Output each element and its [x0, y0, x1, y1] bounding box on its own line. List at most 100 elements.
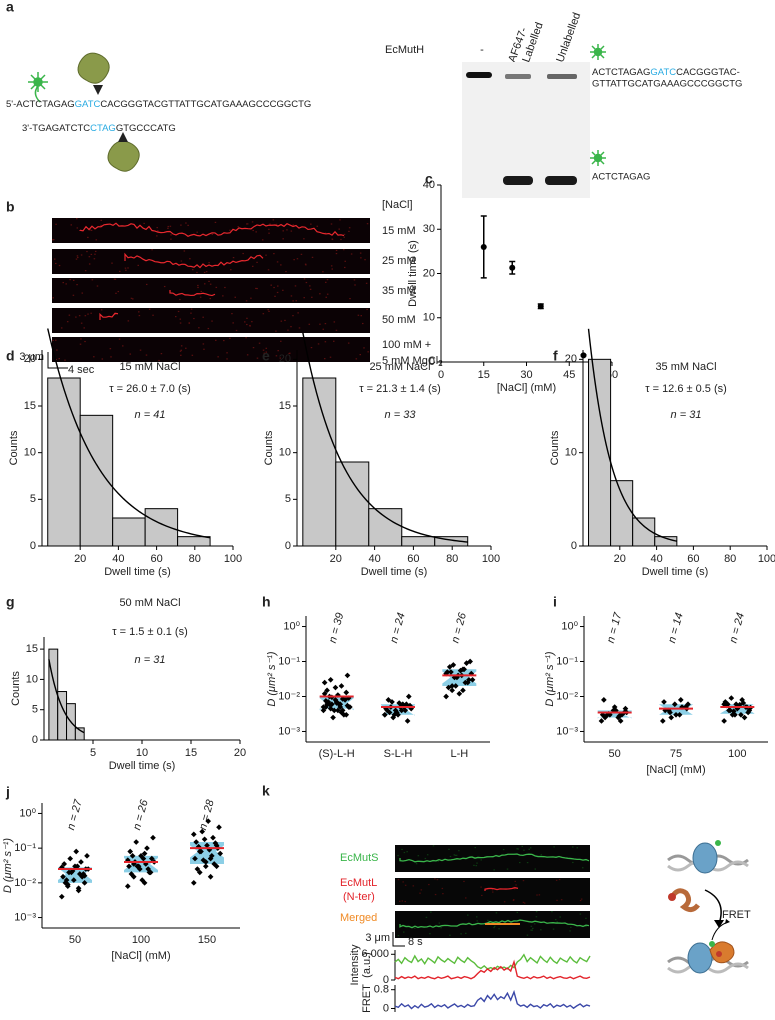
kymo-noise [463, 880, 465, 883]
kymo-noise [273, 286, 275, 289]
fit-label: τ = 1.5 ± 0.1 (s) [112, 626, 188, 638]
y-tick-label: 10⁻² [14, 877, 36, 889]
kymo-noise [553, 846, 555, 848]
point [74, 863, 81, 870]
x-axis-label: [NaCl] (mM) [111, 950, 170, 962]
kymo-noise [62, 281, 64, 284]
kymo-noise [516, 848, 518, 850]
y-tick-label: 0 [30, 540, 36, 552]
kymo-noise [58, 357, 60, 360]
point [677, 697, 684, 703]
kymo-noise [415, 863, 418, 865]
kymo-noise [117, 290, 120, 293]
kymo-noise [343, 249, 345, 251]
kymo-row [52, 278, 370, 303]
kymo-noise [360, 257, 362, 259]
kymo-noise [58, 264, 61, 267]
kymo-noise [453, 854, 456, 856]
kymo-noise [163, 285, 166, 288]
scale-label: 3 μm [365, 932, 390, 944]
kymo-noise [167, 227, 169, 229]
kymo-noise [580, 898, 583, 900]
kymo-noise [397, 854, 399, 857]
kymo-noise [503, 901, 506, 903]
kymo-noise [180, 345, 183, 347]
kymo-noise [234, 296, 237, 298]
kymo-noise [319, 293, 321, 295]
kymo-noise [335, 329, 338, 331]
kymo-noise [252, 347, 255, 349]
point [667, 709, 673, 716]
y-tick-label: 10⁻¹ [278, 655, 300, 667]
kymo-trace [124, 252, 264, 269]
point [60, 873, 66, 880]
kymo-noise [348, 230, 350, 233]
point [446, 664, 453, 670]
kymo-noise [113, 278, 116, 280]
kymo-noise [403, 851, 406, 854]
kymo-noise [262, 313, 265, 315]
bar [177, 536, 211, 547]
kymo-noise [354, 284, 356, 286]
scale-bar [392, 932, 405, 947]
kymo-noise [432, 845, 435, 847]
x-tick-label: 50 [69, 934, 81, 946]
kymo-noise [208, 280, 210, 283]
kymo-noise [530, 925, 533, 927]
point [469, 676, 476, 683]
row-label: 50 mM [382, 314, 416, 326]
kymo-noise [199, 296, 202, 298]
kymo-noise [458, 850, 460, 852]
kymo-noise [401, 900, 404, 902]
x-tick-label: 15 [478, 369, 490, 381]
point [659, 718, 666, 724]
x-tick-label: 100 [132, 934, 150, 946]
y-tick-label: 5 [30, 493, 36, 505]
kymo-noise [304, 263, 307, 265]
kymo-noise [80, 338, 82, 340]
kymo-noise [325, 281, 327, 283]
x-tick-label: 80 [724, 553, 736, 565]
kymo-noise [84, 270, 87, 272]
kymo-noise [211, 233, 214, 236]
point [207, 873, 214, 880]
n-label: n = 14 [666, 612, 686, 645]
kymo-noise [118, 338, 121, 340]
point [460, 666, 466, 673]
point [338, 683, 345, 689]
kymo-noise [75, 258, 78, 260]
kymo-noise [251, 221, 254, 223]
kymo-noise [79, 343, 82, 345]
kymo-noise [94, 253, 96, 255]
kymo-noise [366, 223, 369, 225]
point [460, 687, 466, 694]
kymo-noise [480, 859, 482, 861]
y-tick-label: 10⁻³ [556, 725, 578, 737]
kymo-noise [246, 317, 248, 319]
x-tick-label: 20 [74, 553, 86, 565]
point [126, 863, 132, 870]
kymo-noise [585, 925, 587, 928]
point [335, 707, 341, 714]
kymo-noise [180, 349, 183, 351]
kymo-noise [316, 225, 319, 227]
n-label: n = 31 [135, 654, 166, 666]
x-tick-label: 80 [189, 553, 201, 565]
point [124, 883, 131, 890]
point [509, 264, 516, 271]
point [196, 848, 203, 855]
kymo-noise [64, 359, 66, 361]
kymo-noise [115, 292, 117, 294]
kymo-noise [83, 327, 85, 329]
kymo-noise [305, 281, 308, 284]
kymo-noise [290, 326, 292, 328]
x-axis-label: Dwell time (s) [104, 566, 171, 578]
kymo-noise [188, 322, 190, 324]
kymo-noise [211, 320, 213, 322]
kymo-noise [285, 270, 287, 273]
kymo-noise [274, 295, 276, 297]
kymo-noise [309, 288, 312, 290]
kymo-noise [203, 283, 206, 285]
kymo-noise [215, 286, 218, 289]
channel-label: (N-ter) [343, 891, 375, 903]
